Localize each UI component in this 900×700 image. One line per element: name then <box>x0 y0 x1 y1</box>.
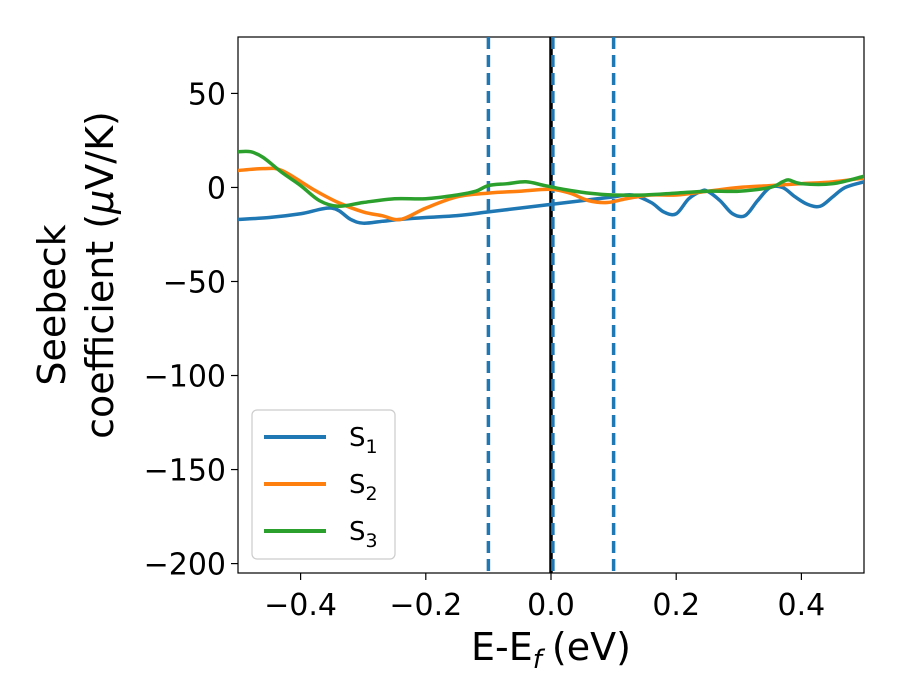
legend-label-subscript: 2 <box>366 483 378 505</box>
y-axis-label-mu: μ <box>78 190 122 215</box>
y-axis-label-line1: Seebeck <box>30 224 74 385</box>
y-tick-label: 0 <box>207 171 226 206</box>
reference-lines <box>486 37 616 573</box>
y-tick-label: −100 <box>144 360 226 395</box>
y-tick-label: −50 <box>163 265 226 300</box>
series-layer <box>238 149 864 225</box>
series-line-s2 <box>238 166 864 222</box>
x-tick-label: −0.4 <box>264 588 337 623</box>
y-tick-label: 50 <box>188 77 226 112</box>
x-axis-label-main: E-E <box>471 625 533 669</box>
legend-label-subscript: 1 <box>366 436 378 458</box>
series-line-s1 <box>238 180 864 225</box>
y-axis-ticks: 50 0 −50 −100 −150 −200 <box>144 77 238 583</box>
y-axis-label-text: coefficient ( <box>78 214 122 439</box>
x-tick-label: 0.4 <box>778 588 826 623</box>
y-axis-label: Seebeck coefficient (μV/K) <box>30 111 122 439</box>
legend-label-s3: S3 <box>349 517 378 552</box>
legend-label-s2: S2 <box>349 470 378 505</box>
x-axis-label-subscript: f <box>533 645 546 675</box>
x-axis-ticks: −0.4 −0.2 0.0 0.2 0.4 <box>264 573 825 623</box>
y-axis-label-line2: coefficient (μV/K) <box>78 111 122 439</box>
series-line-s3 <box>238 149 864 209</box>
legend-label-main: S <box>349 517 366 547</box>
legend-label-s1: S1 <box>349 423 378 458</box>
y-axis-label-unit: V/K) <box>78 111 122 190</box>
x-tick-label: −0.2 <box>389 588 462 623</box>
y-tick-label: −200 <box>144 548 226 583</box>
y-tick-label: −150 <box>144 454 226 489</box>
x-axis-label-unit: (eV) <box>552 625 631 669</box>
x-tick-label: 0.2 <box>652 588 700 623</box>
x-tick-label: 0.0 <box>527 588 575 623</box>
x-axis-label: E-Ef (eV) <box>471 625 631 675</box>
legend-label-subscript: 3 <box>366 530 378 552</box>
legend-label-main: S <box>349 470 366 500</box>
legend-label-main: S <box>349 423 366 453</box>
